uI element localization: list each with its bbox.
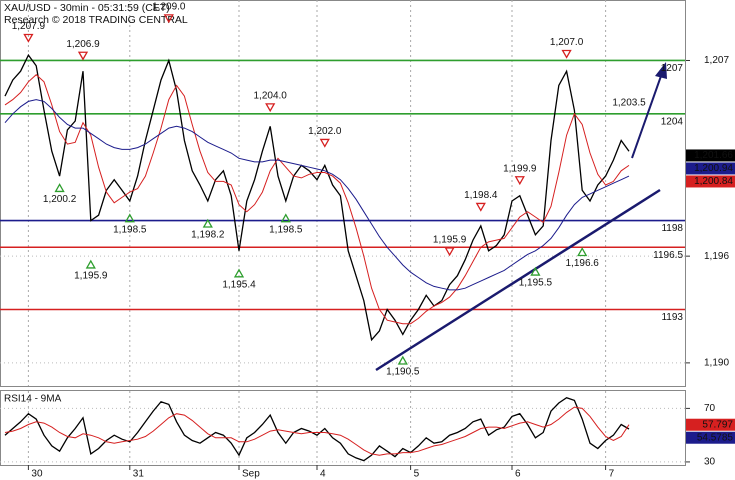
forecast-arrow — [631, 75, 662, 159]
high-marker — [163, 14, 174, 24]
forecast-arrowhead — [655, 62, 667, 79]
series-line — [4, 396, 630, 462]
low-label: 1,195.9 — [74, 271, 108, 282]
high-label: 1,198.4 — [464, 190, 498, 201]
level-label: 1204 — [661, 116, 684, 127]
y-tick-label: 1,190 — [704, 358, 729, 369]
high-marker — [319, 138, 330, 148]
x-tick-label: 4 — [320, 469, 326, 480]
low-label: 1,198.5 — [269, 224, 303, 235]
x-tick-label: 31 — [133, 469, 145, 480]
level-label: 1193 — [661, 312, 683, 323]
high-label: 1,202.0 — [308, 126, 342, 137]
low-marker — [577, 247, 588, 257]
low-label: 1,200.2 — [43, 194, 77, 205]
chart-subtitle: Research © 2018 TRADING CENTRAL — [4, 14, 188, 26]
low-label: 1,196.6 — [566, 258, 600, 269]
x-tick-label: 5 — [414, 469, 420, 480]
y-tick-label: 30 — [704, 457, 716, 468]
high-marker — [514, 176, 525, 186]
high-label: 1,195.9 — [433, 235, 467, 246]
low-marker — [202, 218, 213, 228]
low-label: 1,198.5 — [113, 224, 147, 235]
high-marker — [475, 202, 486, 212]
main-plot — [0, 0, 685, 386]
price-tag-label: 1,201.66 — [694, 150, 733, 161]
low-marker — [397, 355, 408, 365]
high-marker — [23, 33, 34, 43]
level-label: 1207 — [661, 63, 684, 74]
low-marker — [54, 183, 65, 193]
price-tag-label: 1,200.84 — [694, 176, 733, 187]
high-marker — [265, 103, 276, 113]
low-label: 1,190.5 — [386, 367, 420, 378]
series-line — [4, 74, 630, 325]
x-tick-label: Sep — [242, 469, 260, 480]
high-label: 1,204.0 — [254, 90, 288, 101]
price-tag — [686, 149, 735, 162]
high-marker — [77, 51, 89, 61]
x-tick-label: 6 — [515, 469, 521, 480]
price-tag-label: 1,200.94 — [694, 163, 733, 174]
high-label: 1,199.9 — [503, 163, 537, 174]
target-label: 1,203.5 — [612, 97, 646, 108]
low-marker — [85, 259, 96, 269]
price-tag — [686, 162, 735, 175]
price-tag-label: 54.5785 — [697, 432, 734, 443]
high-label: 1,206.9 — [66, 39, 100, 50]
x-tick-label: 7 — [609, 469, 615, 480]
low-marker — [233, 268, 245, 278]
price-tag-label: 57.797 — [702, 419, 733, 430]
high-label: 1,207.9 — [12, 21, 46, 32]
series-line — [4, 99, 630, 291]
low-label: 1,198.2 — [191, 230, 225, 241]
low-marker — [280, 213, 291, 223]
low-label: 1,195.4 — [222, 279, 256, 290]
y-tick-label: 1,207 — [704, 55, 729, 66]
level-label: 1198 — [661, 223, 683, 234]
support-trendline — [375, 188, 661, 372]
x-tick-label: 30 — [31, 469, 43, 480]
low-label: 1,195.5 — [519, 278, 553, 289]
high-marker — [561, 49, 572, 59]
low-marker — [124, 213, 135, 223]
price-tag — [686, 431, 735, 444]
series-line — [4, 53, 630, 342]
chart-title: XAU/USD - 30min - 05:31:59 (CET) — [4, 2, 170, 14]
rsi-frame — [0, 390, 686, 466]
main-frame — [0, 0, 686, 387]
high-label: 1,207.0 — [550, 37, 584, 48]
price-tag — [686, 175, 735, 188]
low-marker — [530, 266, 541, 276]
y-tick-label: 70 — [704, 403, 716, 414]
level-label: 1196.5 — [653, 250, 683, 261]
high-marker — [444, 247, 455, 257]
y-tick-label: 1,196 — [704, 251, 729, 262]
price-tag — [686, 418, 735, 431]
rsi-title: RSI14 - 9MA — [4, 394, 62, 405]
high-label: 1,209.0 — [152, 2, 186, 13]
overlay — [375, 62, 667, 372]
rsi-plot — [0, 391, 685, 465]
series-line — [4, 406, 630, 456]
